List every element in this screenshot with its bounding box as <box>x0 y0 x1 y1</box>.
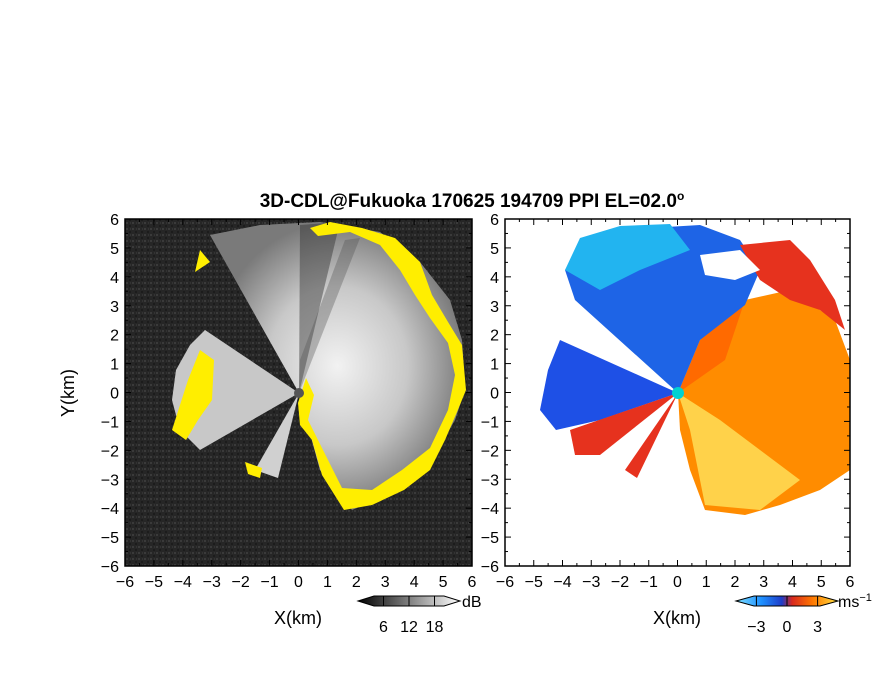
y-tick-label: 6 <box>490 212 499 229</box>
y-tick-label: 4 <box>490 270 499 287</box>
colorbar-tick-label: 3 <box>813 619 822 636</box>
right-y-tick-labels: 6 5 4 3 2 1 0 −1 −2 −3 −4 −5 −6 <box>481 212 499 576</box>
left-yellow-mask <box>298 222 466 510</box>
y-tick-label: −6 <box>101 559 119 576</box>
x-tick-label: 0 <box>294 574 303 591</box>
colorbar-tick-label: 0 <box>783 619 792 636</box>
y-tick-label: 5 <box>490 241 499 258</box>
y-tick-label: −5 <box>481 530 499 547</box>
colorbar-tick-label: −3 <box>747 619 765 636</box>
colorbar-tick-label: 18 <box>426 619 444 636</box>
x-tick-label: −1 <box>640 574 658 591</box>
x-tick-label: −4 <box>553 574 571 591</box>
y-tick-label: 2 <box>490 328 499 345</box>
x-tick-label: 1 <box>323 574 332 591</box>
right-colorbar-ticks: −3 0 3 <box>747 596 822 636</box>
left-y-tick-labels: 6 5 4 3 2 1 0 −1 −2 −3 −4 −5 −6 <box>101 212 119 576</box>
right-colorbar-unit: ms−1 <box>838 592 872 611</box>
x-tick-label: 5 <box>439 574 448 591</box>
y-tick-label: 4 <box>110 270 119 287</box>
right-tick-marks <box>504 218 851 567</box>
y-tick-label: −6 <box>481 559 499 576</box>
y-tick-label: −1 <box>481 414 499 431</box>
left-x-axis-label: X(km) <box>274 608 322 628</box>
left-tick-marks <box>124 218 473 567</box>
y-tick-label: 3 <box>110 299 119 316</box>
left-echo-region <box>210 222 465 510</box>
y-tick-label: 0 <box>110 386 119 403</box>
colorbar-tick-label: 12 <box>400 619 418 636</box>
x-tick-label: 2 <box>731 574 740 591</box>
x-tick-label: 0 <box>673 574 682 591</box>
x-tick-label: 3 <box>381 574 390 591</box>
y-tick-label: 1 <box>490 357 499 374</box>
x-tick-label: −1 <box>260 574 278 591</box>
x-tick-label: −3 <box>582 574 600 591</box>
left-panel-snr: −6 −5 −4 −3 −2 −1 0 1 2 3 4 5 6 6543210−1−2−3−4−5−6 … <box>58 212 477 628</box>
x-tick-label: 4 <box>788 574 797 591</box>
title-degree: o <box>677 189 684 203</box>
left-x-tick-labels: −6 −5 −4 −3 −2 −1 0 1 2 3 4 5 6 <box>116 574 477 591</box>
y-tick-label: −2 <box>101 443 119 460</box>
x-tick-label: −3 <box>203 574 221 591</box>
y-tick-label: −1 <box>101 414 119 431</box>
x-tick-label: −5 <box>145 574 163 591</box>
left-field-image <box>125 219 472 566</box>
y-tick-label: 5 <box>110 241 119 258</box>
x-tick-label: −2 <box>611 574 629 591</box>
y-tick-label: 6 <box>110 212 119 229</box>
x-tick-label: 6 <box>468 574 477 591</box>
y-tick-label: −3 <box>481 472 499 489</box>
y-tick-label: −5 <box>101 530 119 547</box>
y-tick-label: −4 <box>101 501 119 518</box>
right-panel-velocity: −6 −5 −4 −3 −2 −1 0 1 2 3 4 5 6 6543210−1−2−3−4−5−6 … <box>481 212 855 628</box>
right-x-axis-label: X(km) <box>653 608 701 628</box>
right-field-image <box>505 219 850 566</box>
x-tick-label: 2 <box>352 574 361 591</box>
y-tick-label: −3 <box>101 472 119 489</box>
x-tick-label: 6 <box>846 574 855 591</box>
y-tick-label: −4 <box>481 501 499 518</box>
x-tick-label: 5 <box>817 574 826 591</box>
left-colorbar: 6 12 18 dB <box>356 594 482 636</box>
left-colorbar-unit: dB <box>462 594 482 611</box>
x-tick-label: −2 <box>232 574 250 591</box>
chart-title: 3D-CDL@Fukuoka 170625 194709 PPI EL=02.0… <box>260 189 685 212</box>
right-x-tick-labels: −6 −5 −4 −3 −2 −1 0 1 2 3 4 5 6 <box>496 574 855 591</box>
colorbar-tick-label: 6 <box>379 619 388 636</box>
x-tick-label: 3 <box>759 574 768 591</box>
x-tick-label: −4 <box>174 574 192 591</box>
y-tick-label: 0 <box>490 386 499 403</box>
x-tick-label: 4 <box>410 574 419 591</box>
left-colorbar-ticks: 6 12 18 <box>379 596 444 636</box>
left-y-axis-label: Y(km) <box>58 369 78 417</box>
x-tick-label: 1 <box>702 574 711 591</box>
x-tick-label: −6 <box>116 574 134 591</box>
y-tick-label: 3 <box>490 299 499 316</box>
y-tick-label: −2 <box>481 443 499 460</box>
right-colorbar: −3 0 3 ms−1 <box>734 592 872 636</box>
x-tick-label: −5 <box>525 574 543 591</box>
y-tick-label: 1 <box>110 357 119 374</box>
x-tick-label: −6 <box>496 574 514 591</box>
y-tick-label: 2 <box>110 328 119 345</box>
